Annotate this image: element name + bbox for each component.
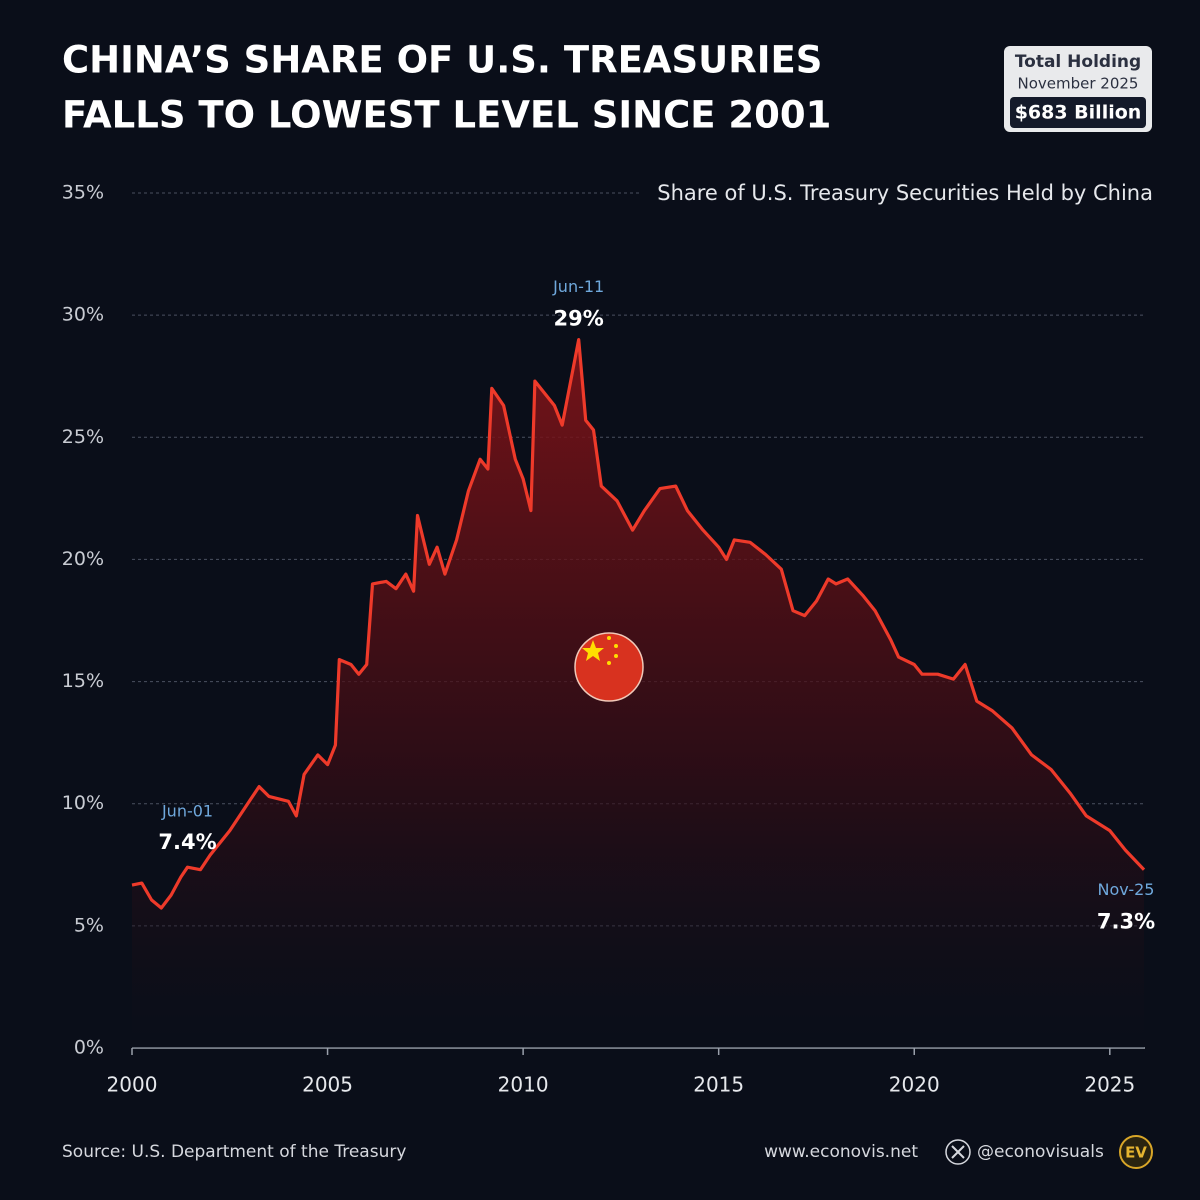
flag-star [607, 636, 611, 640]
logo-circle [1119, 1135, 1153, 1169]
annotation-date: Jun-01 [161, 802, 213, 821]
badge-label: Total Holding [1015, 52, 1141, 72]
annotation-date: Jun-11 [552, 277, 604, 296]
handle: @econovisuals [977, 1142, 1104, 1162]
area [132, 339, 1144, 1049]
x-tick-label: 2025 [1084, 1073, 1135, 1097]
y-tick-label: 10% [62, 792, 104, 814]
flag [574, 632, 644, 702]
badge: Total Holding November 2025 $683 Billion [1004, 46, 1152, 132]
annotation-value: 29% [554, 307, 604, 331]
x-tick-label: 2015 [693, 1073, 744, 1097]
x-tick-label: 2010 [498, 1073, 549, 1097]
annotation-date: Nov-25 [1098, 880, 1155, 899]
source: Source: U.S. Department of the Treasury [62, 1142, 406, 1162]
flag-star [614, 644, 618, 648]
flag-star [582, 640, 604, 661]
website: www.econovis.net [764, 1142, 918, 1162]
subtitle: Share of U.S. Treasury Securities Held b… [657, 181, 1153, 205]
line [131, 338, 1146, 910]
title-line: FALLS TO LOWEST LEVEL SINCE 2001 [62, 94, 831, 137]
badge-amount-box [1010, 97, 1146, 128]
flag-star [607, 661, 611, 665]
x-icon [945, 1139, 971, 1165]
x-tick-label: 2020 [889, 1073, 940, 1097]
subtitle-backdrop [640, 176, 1160, 212]
flag-circle [574, 632, 644, 702]
annotation-value: 7.3% [1097, 910, 1155, 934]
flag-star [614, 654, 618, 658]
y-tick-label: 35% [62, 182, 104, 204]
badge-amount: $683 Billion [1015, 102, 1142, 124]
plot: 0% 5% 10% 15% 20% 25% 30% 35% 2000 2005 2010 2015 20… [62, 182, 1155, 1097]
y-tick-label: 15% [62, 670, 104, 692]
y-tick-label: 5% [74, 914, 104, 936]
annotation-value: 7.4% [158, 830, 216, 854]
title-line: CHINA’S SHARE OF U.S. TREASURIES [62, 39, 822, 82]
y-tick-label: 20% [62, 548, 104, 570]
badge-period: November 2025 [1018, 75, 1139, 93]
logo: EV [1125, 1144, 1147, 1162]
y-tick-label: 25% [62, 426, 104, 448]
x-icon-mark [951, 1145, 965, 1159]
x-tick-label: 2005 [302, 1073, 353, 1097]
y-tick-label: 30% [62, 304, 104, 326]
x-tick-label: 2000 [107, 1073, 158, 1097]
y-tick-label: 0% [74, 1037, 104, 1059]
